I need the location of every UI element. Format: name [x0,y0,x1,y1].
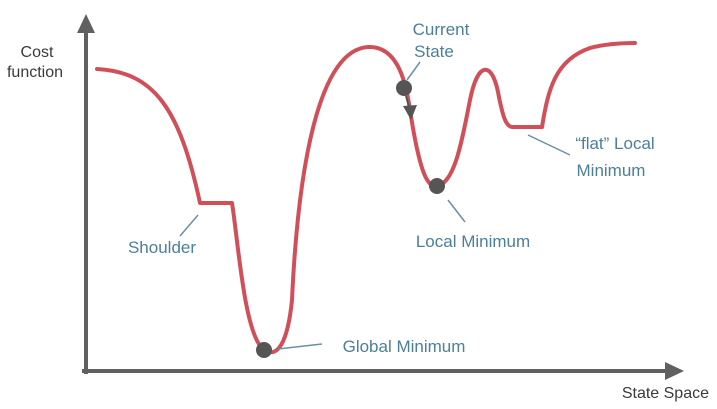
y-axis-label-line1: Cost [21,44,54,61]
current-state-label-line1: Current [413,20,470,39]
y-axis-label-line2: function [7,64,63,81]
current-state-point [396,80,412,96]
arrow-down-icon [403,105,417,120]
leader-local-minimum [447,199,466,223]
leader-current-state [406,61,421,81]
arrow-up-icon [77,14,95,33]
global-minimum-point [256,342,272,358]
local-minimum-point [429,178,445,194]
global-minimum-label: Global Minimum [343,337,466,356]
flat-local-minimum-label-line1: “flat” Local [575,134,654,153]
x-axis-label: State Space [622,385,709,402]
leader-global-minimum [277,343,323,350]
arrow-right-icon [665,362,684,380]
current-state-label-line2: State [414,42,454,61]
leader-shoulder [179,214,199,237]
local-minimum-label: Local Minimum [416,232,530,251]
leader-flat-local-minimum [527,134,571,156]
cost-curve [95,41,637,355]
shoulder-label: Shoulder [128,238,196,257]
flat-local-minimum-label-line2: Minimum [577,161,646,180]
